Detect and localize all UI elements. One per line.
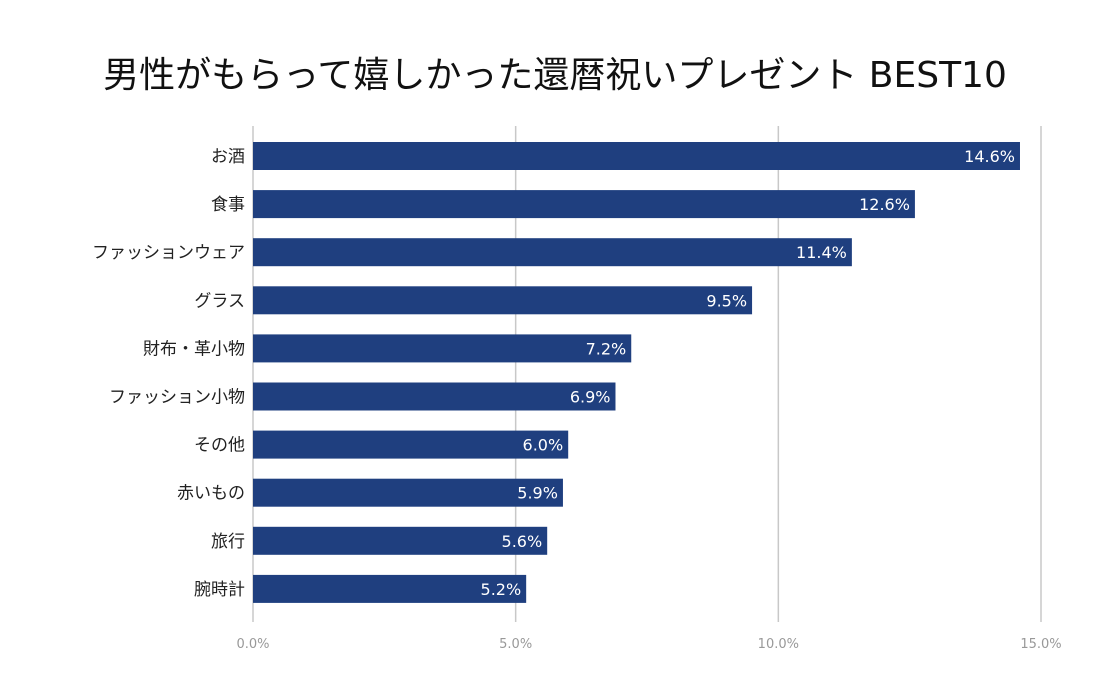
category-label: お酒	[211, 147, 245, 167]
category-label: 財布・革小物	[143, 339, 245, 359]
chart-title: 男性がもらって嬉しかった還暦祝いプレゼント BEST10	[103, 55, 1007, 96]
category-label: 腕時計	[194, 580, 245, 600]
category-label: グラス	[194, 291, 245, 311]
x-tick-label: 15.0%	[1020, 637, 1061, 652]
data-label: 12.6%	[859, 195, 910, 214]
x-tick-label: 5.0%	[499, 637, 532, 652]
category-label: ファッションウェア	[92, 243, 245, 263]
bar	[253, 382, 616, 411]
data-label: 6.0%	[523, 436, 564, 455]
data-label: 14.6%	[964, 147, 1015, 166]
data-label: 5.9%	[517, 484, 558, 503]
category-label: その他	[194, 436, 245, 456]
data-label: 11.4%	[796, 243, 847, 262]
x-tick-label: 10.0%	[758, 637, 799, 652]
bar	[253, 238, 852, 267]
bar	[253, 478, 563, 507]
bar	[253, 430, 569, 459]
data-label: 9.5%	[706, 291, 747, 310]
data-label: 5.2%	[481, 580, 522, 599]
data-label: 7.2%	[586, 339, 627, 358]
bar	[253, 334, 632, 363]
bar	[253, 574, 527, 603]
bar	[253, 286, 753, 315]
bar	[253, 526, 548, 555]
category-label: 赤いもの	[177, 484, 245, 504]
data-label: 6.9%	[570, 388, 611, 407]
category-label: ファッション小物	[109, 388, 245, 408]
category-label: 旅行	[211, 532, 245, 552]
x-tick-label: 0.0%	[236, 637, 269, 652]
category-label: 食事	[211, 195, 245, 215]
bar	[253, 142, 1020, 170]
data-label: 5.6%	[502, 532, 543, 551]
bar	[253, 190, 915, 219]
